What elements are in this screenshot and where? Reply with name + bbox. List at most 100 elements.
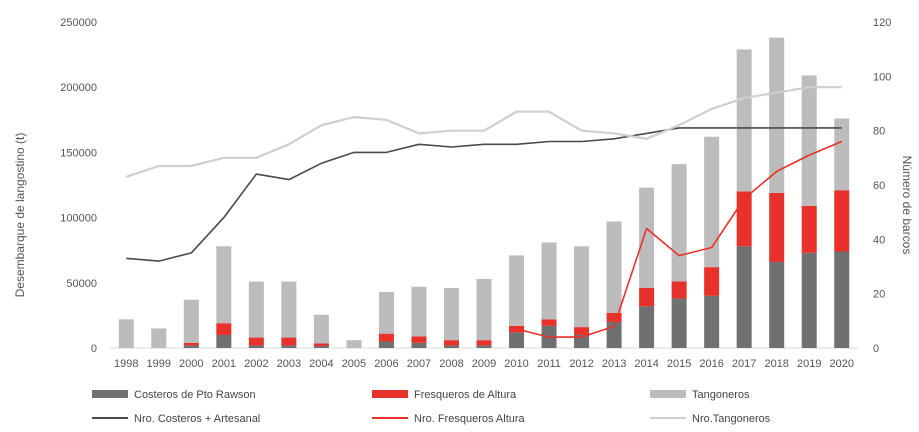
right-axis-ticks: 0 20 40 60 80 100 120	[873, 17, 891, 355]
x-tick-label: 2018	[764, 358, 788, 370]
right-tick-label: 20	[873, 289, 885, 301]
left-tick-label: 250000	[60, 17, 97, 29]
bar-costeros	[736, 246, 752, 348]
bar-tangoneros	[541, 242, 557, 320]
bar-tangoneros	[509, 255, 525, 326]
x-tick-label: 2000	[179, 358, 203, 370]
left-tick-label: 100000	[60, 213, 97, 225]
bar-fresqueros	[476, 340, 492, 346]
bar-costeros	[443, 345, 459, 348]
x-tick-label: 1999	[147, 358, 171, 370]
bar-fresqueros	[378, 333, 394, 342]
left-axis-title: Desembarque de langostino (t)	[13, 133, 27, 298]
x-tick-label: 2019	[797, 358, 821, 370]
x-tick-label: 2013	[602, 358, 626, 370]
bar-tangoneros	[443, 288, 459, 341]
bar-tangoneros	[183, 299, 199, 343]
legend-swatch	[92, 390, 128, 398]
x-tick-label: 2010	[504, 358, 528, 370]
bar-tangoneros	[346, 340, 362, 348]
bar-tangoneros	[736, 49, 752, 192]
x-tick-label: 2007	[407, 358, 431, 370]
bar-tangoneros	[216, 246, 232, 324]
bar-tangoneros	[248, 281, 264, 338]
legend-label: Tangoneros	[692, 389, 750, 401]
x-tick-label: 2004	[309, 358, 333, 370]
x-axis-ticks: 1998 1999 2000 2001 2002 2003 2004 2005 2006 2007…	[114, 358, 854, 370]
legend-label: Fresqueros de Altura	[414, 389, 517, 401]
bar-fresqueros	[704, 267, 720, 296]
bar-fresqueros	[639, 288, 655, 307]
bar-tangoneros	[801, 75, 817, 206]
bar-costeros	[248, 345, 264, 348]
right-tick-label: 0	[873, 343, 879, 355]
bar-fresqueros	[769, 192, 785, 262]
bar-costeros	[476, 345, 492, 348]
bar-costeros	[411, 342, 427, 348]
x-tick-label: 2005	[342, 358, 366, 370]
right-tick-label: 80	[873, 126, 885, 138]
bar-series-group	[118, 37, 850, 348]
right-tick-label: 120	[873, 17, 891, 29]
bar-fresqueros	[574, 327, 590, 335]
bar-costeros	[216, 334, 232, 348]
bar-costeros	[606, 321, 622, 348]
x-tick-label: 2012	[569, 358, 593, 370]
legend-label: Costeros de Pto Rawson	[134, 389, 256, 401]
legend-label: Nro. Costeros + Artesanal	[134, 413, 260, 425]
line-fresqueros-altura	[516, 140, 843, 338]
bar-costeros	[801, 252, 817, 348]
legend: Costeros de Pto Rawson Fresqueros de Altu…	[92, 389, 771, 425]
bar-tangoneros	[834, 118, 850, 191]
bar-fresqueros	[216, 323, 232, 335]
bar-fresqueros	[183, 342, 199, 346]
left-tick-label: 0	[91, 343, 97, 355]
x-tick-label: 2017	[732, 358, 756, 370]
x-tick-label: 2015	[667, 358, 691, 370]
bar-fresqueros	[541, 319, 557, 326]
x-tick-label: 2008	[439, 358, 463, 370]
x-tick-label: 2002	[244, 358, 268, 370]
bar-costeros	[509, 332, 525, 348]
bar-costeros	[281, 345, 297, 348]
right-tick-label: 60	[873, 180, 885, 192]
bar-tangoneros	[281, 281, 297, 338]
right-tick-label: 40	[873, 234, 885, 246]
bar-costeros	[639, 306, 655, 348]
x-tick-label: 1998	[114, 358, 138, 370]
bar-tangoneros	[704, 136, 720, 268]
x-tick-label: 2011	[537, 358, 561, 370]
bar-tangoneros	[151, 328, 167, 348]
right-axis-title: Número de barcos	[900, 156, 914, 255]
left-axis-ticks: 0 50000 100000 150000 200000 250000	[60, 17, 97, 355]
x-tick-label: 2020	[829, 358, 853, 370]
bar-fresqueros	[248, 337, 264, 346]
left-tick-label: 50000	[66, 278, 97, 290]
x-tick-label: 2006	[374, 358, 398, 370]
bar-tangoneros	[378, 291, 394, 334]
x-tick-label: 2003	[277, 358, 301, 370]
bar-costeros	[769, 261, 785, 348]
bar-tangoneros	[639, 187, 655, 289]
legend-label: Nro. Fresqueros Altura	[414, 413, 526, 425]
bar-fresqueros	[801, 205, 817, 253]
line-costeros-artesanal	[126, 127, 842, 262]
bar-costeros	[183, 345, 199, 348]
left-tick-label: 150000	[60, 147, 97, 159]
right-tick-label: 100	[873, 71, 891, 83]
bar-costeros	[704, 295, 720, 348]
line-tangoneros	[125, 86, 842, 178]
legend-label: Nro.Tangoneros	[692, 413, 771, 425]
bar-costeros	[574, 334, 590, 348]
bar-tangoneros	[118, 319, 134, 348]
bar-costeros	[671, 298, 687, 348]
bar-tangoneros	[313, 314, 329, 344]
bar-costeros	[313, 346, 329, 348]
bar-tangoneros	[606, 221, 622, 313]
bar-costeros	[378, 341, 394, 348]
x-tick-label: 2016	[699, 358, 723, 370]
bar-tangoneros	[411, 286, 427, 337]
bar-tangoneros	[671, 164, 687, 282]
legend-swatch	[372, 390, 408, 398]
